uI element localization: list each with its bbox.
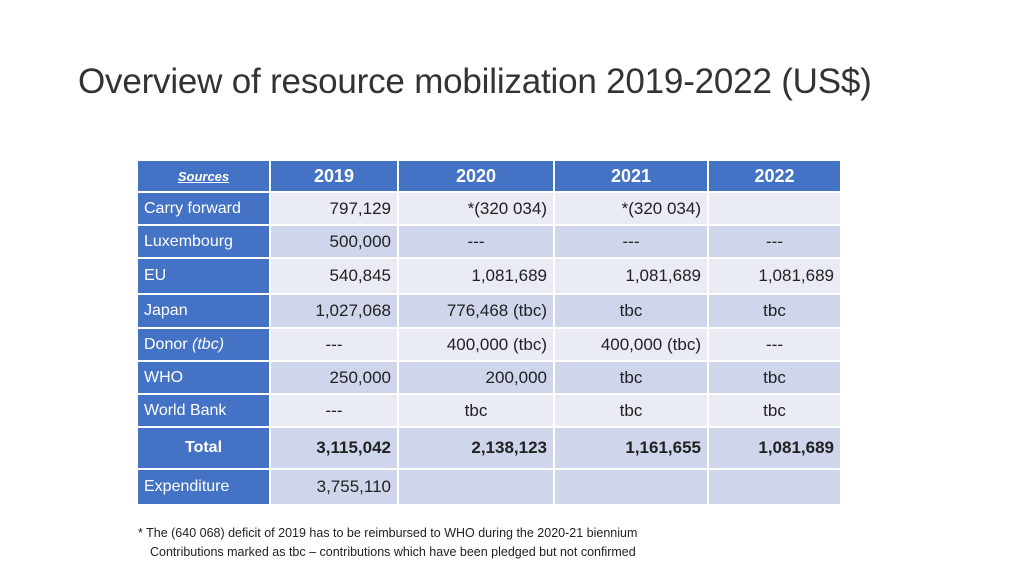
header-year-2019: 2019	[269, 159, 399, 193]
cell-2021: 400,000 (tbc)	[553, 327, 709, 362]
cell-2021: tbc	[553, 293, 709, 329]
row-label: Expenditure	[136, 468, 271, 506]
cell-2022: 1,081,689	[707, 257, 842, 295]
donor-label-note: (tbc)	[192, 335, 225, 353]
footnote-deficit: * The (640 068) deficit of 2019 has to b…	[138, 526, 638, 540]
cell-2022: tbc	[707, 360, 842, 395]
cell-2022: ---	[707, 224, 842, 259]
donor-label-text: Donor	[144, 335, 188, 353]
cell-2022: 1,081,689	[707, 426, 842, 470]
resource-table: Sources 2019 2020 2021 2022 Carry forwar…	[136, 159, 842, 506]
row-luxembourg: Luxembourg 500,000 --- --- ---	[136, 224, 842, 259]
header-year-2022: 2022	[707, 159, 842, 193]
header-row: Sources 2019 2020 2021 2022	[136, 159, 842, 193]
row-total: Total 3,115,042 2,138,123 1,161,655 1,08…	[136, 426, 842, 470]
footnotes: * The (640 068) deficit of 2019 has to b…	[138, 524, 637, 562]
cell-2020: 776,468 (tbc)	[397, 293, 555, 329]
row-japan: Japan 1,027,068 776,468 (tbc) tbc tbc	[136, 293, 842, 329]
cell-2021: ---	[553, 224, 709, 259]
cell-2020: 200,000	[397, 360, 555, 395]
cell-2021	[553, 468, 709, 506]
row-eu: EU 540,845 1,081,689 1,081,689 1,081,689	[136, 257, 842, 295]
cell-2020: *(320 034)	[397, 191, 555, 226]
cell-2019: 797,129	[269, 191, 399, 226]
cell-2019: ---	[269, 393, 399, 428]
cell-2022	[707, 468, 842, 506]
cell-2021: *(320 034)	[553, 191, 709, 226]
row-label: Total	[136, 426, 271, 470]
cell-2021: 1,161,655	[553, 426, 709, 470]
cell-2020: 2,138,123	[397, 426, 555, 470]
cell-2022: tbc	[707, 393, 842, 428]
cell-2021: tbc	[553, 393, 709, 428]
row-label: World Bank	[136, 393, 271, 428]
row-world-bank: World Bank --- tbc tbc tbc	[136, 393, 842, 428]
header-year-2021: 2021	[553, 159, 709, 193]
cell-2019: ---	[269, 327, 399, 362]
cell-2021: 1,081,689	[553, 257, 709, 295]
header-sources: Sources	[136, 159, 271, 193]
row-label: WHO	[136, 360, 271, 395]
cell-2019: 3,755,110	[269, 468, 399, 506]
cell-2019: 500,000	[269, 224, 399, 259]
cell-2019: 540,845	[269, 257, 399, 295]
cell-2019: 1,027,068	[269, 293, 399, 329]
row-label: Donor (tbc)	[136, 327, 271, 362]
cell-2020: ---	[397, 224, 555, 259]
cell-2022: ---	[707, 327, 842, 362]
row-expenditure: Expenditure 3,755,110	[136, 468, 842, 506]
row-label: Japan	[136, 293, 271, 329]
row-who: WHO 250,000 200,000 tbc tbc	[136, 360, 842, 395]
row-carry-forward: Carry forward 797,129 *(320 034) *(320 0…	[136, 191, 842, 226]
row-label: Luxembourg	[136, 224, 271, 259]
cell-2020: 1,081,689	[397, 257, 555, 295]
cell-2021: tbc	[553, 360, 709, 395]
cell-2019: 250,000	[269, 360, 399, 395]
row-label: Carry forward	[136, 191, 271, 226]
cell-2022: tbc	[707, 293, 842, 329]
cell-2020: tbc	[397, 393, 555, 428]
cell-2020: 400,000 (tbc)	[397, 327, 555, 362]
header-year-2020: 2020	[397, 159, 555, 193]
slide-title: Overview of resource mobilization 2019-2…	[78, 62, 872, 101]
row-label: EU	[136, 257, 271, 295]
cell-2020	[397, 468, 555, 506]
cell-2022	[707, 191, 842, 226]
row-donor: Donor (tbc) --- 400,000 (tbc) 400,000 (t…	[136, 327, 842, 362]
footnote-tbc: Contributions marked as tbc – contributi…	[150, 545, 636, 559]
cell-2019: 3,115,042	[269, 426, 399, 470]
